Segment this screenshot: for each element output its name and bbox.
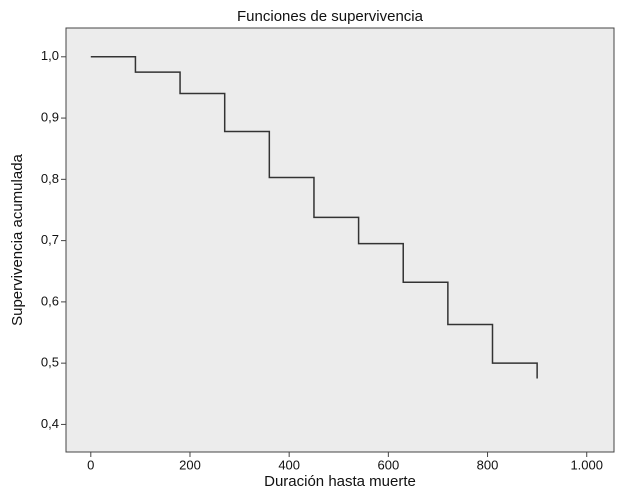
x-tick-label: 800 (477, 457, 499, 472)
y-tick-label: 0,7 (41, 232, 59, 247)
survival-line (90, 56, 538, 379)
y-tick-label: 1,0 (41, 48, 59, 63)
y-tick-label: 0,4 (41, 416, 59, 431)
x-tick-label: 400 (278, 457, 300, 472)
y-axis-label: Supervivencia acumulada (9, 153, 26, 325)
plot-area (65, 27, 615, 453)
x-tick-label: 0 (87, 457, 94, 472)
chart-title: Funciones de supervivencia (237, 8, 424, 25)
y-tick-label: 0,9 (41, 110, 59, 125)
x-tick-label: 600 (378, 457, 400, 472)
x-axis-label: Duración hasta muerte (264, 473, 416, 490)
y-tick-label: 0,6 (41, 293, 59, 308)
x-tick-label: 1.000 (570, 457, 603, 472)
x-tick-label: 200 (179, 457, 201, 472)
y-tick-label: 0,5 (41, 355, 59, 370)
y-tick-label: 0,8 (41, 171, 59, 186)
